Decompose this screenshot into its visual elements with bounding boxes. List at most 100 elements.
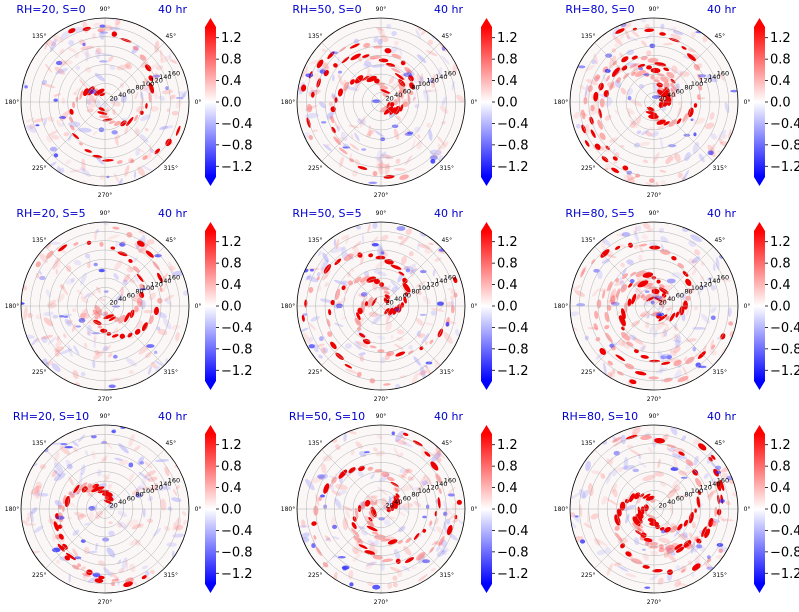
angular-gridline [653,246,714,307]
angular-gridline [321,42,382,103]
panel-2: 0°45°90°135°180°225°270°315°20 40 60 801001… [281,3,529,199]
colorbar-extend-min [205,584,216,593]
radial-tick-label: 20 [109,501,117,509]
colorbar-tick-label: 0.4 [221,481,242,496]
field-texture [297,430,465,590]
angle-tick-label: 135° [32,237,46,244]
colorbar-tick-label: 0.4 [770,74,791,89]
radial-tick-label: 140 [708,480,720,488]
radial-tick-label: 20 [658,501,666,509]
colorbar-extend-max [481,18,492,27]
radial-tick-label: 80 [411,491,419,499]
colorbar-tick-label: −0.8 [497,138,529,153]
colorbar-extend-min [754,381,765,390]
radial-tick-label: 80 [684,84,692,92]
colorbar-tick-label: −1.2 [497,160,529,175]
angular-gridline [594,508,655,569]
angular-gridline [653,42,714,103]
polar-frame [296,424,466,594]
colorbar-extend-max [205,222,216,231]
colorbar-tick-label: 1.2 [497,235,518,250]
colorbar-tick-label: 0.4 [221,278,242,293]
panel-title-right: 40 hr [707,3,736,16]
colorbar-tick-label: 0.0 [221,300,242,315]
colorbar-tick-label: −1.2 [497,364,529,379]
radial-tick-label: 160 [444,476,456,484]
angular-gridline [45,305,106,366]
radial-tick-label: 160 [444,69,456,77]
radial-tick-label: 60 [127,87,135,95]
angle-tick-label: 315° [440,369,454,376]
angle-tick-label: 135° [32,33,46,40]
radial-tick-label: 40 [394,91,402,99]
panel-9: 0°45°90°135°180°225°270°315°20 40 60 801001… [554,410,799,606]
angle-tick-label: 90° [100,210,111,217]
colorbar-tick-label: 0.8 [221,257,242,272]
panel-title-left: RH=80, S=5 [565,207,634,220]
colorbar-extend-min [754,177,765,186]
radial-tick-label: 80 [135,288,143,296]
angle-tick-label: 90° [649,413,660,420]
angular-gridline [104,42,165,103]
colorbar-tick-label: 1.2 [221,31,242,46]
panel-title-left: RH=20, S=10 [13,410,89,423]
angle-tick-label: 45° [441,33,452,40]
radial-tick-label: 60 [676,494,684,502]
colorbar-tick-label: 0.4 [770,278,791,293]
polar-frame [569,424,739,594]
colorbar-tick-label: 0.8 [770,53,791,68]
colorbar: 1.2 0.8 0.4 0.0 −0.4 −0.8 −1.2 [205,18,253,186]
radial-tick-label: 160 [168,273,180,281]
angle-tick-label: 225° [581,572,595,579]
angle-tick-label: 0° [195,506,202,513]
angle-tick-label: 0° [471,99,478,106]
angle-tick-label: 180° [5,303,19,310]
colorbar-tick-label: 0.8 [497,257,518,272]
colorbar-tick-label: −1.2 [221,364,253,379]
angle-tick-label: 315° [164,369,178,376]
colorbar-tick-label: −0.8 [497,342,529,357]
colorbar-tick-label: 0.0 [770,300,791,315]
colorbar-extend-max [205,425,216,434]
angular-gridline [45,42,106,103]
angle-tick-label: 90° [376,6,387,13]
angle-tick-label: 315° [713,369,727,376]
radial-tick-label: 40 [394,295,402,303]
colorbar-tick-label: −0.4 [770,524,799,539]
angle-tick-label: 270° [647,396,661,403]
colorbar-tick-label: −1.2 [497,567,529,582]
radial-tick-label: 100 [418,284,430,292]
angular-gridline [380,305,441,366]
angle-tick-label: 90° [100,413,111,420]
radial-tick-label: 160 [168,69,180,77]
radial-tick-label: 120 [151,484,163,492]
radial-tick-label: 140 [159,277,171,285]
panel-title-left: RH=20, S=5 [16,207,85,220]
angle-tick-label: 0° [471,303,478,310]
colorbar-tick-label: 1.2 [497,438,518,453]
angle-tick-label: 135° [581,440,595,447]
polar-frame [20,17,190,187]
colorbar-tick-label: 0.8 [497,460,518,475]
panel-title-left: RH=50, S=5 [292,207,361,220]
panel-7: 0°45°90°135°180°225°270°315°20 40 60 801001… [5,410,253,606]
radial-tick-label: 20 [109,298,117,306]
angle-tick-label: 180° [554,506,568,513]
radial-tick-label: 160 [717,273,729,281]
angular-gridline [104,246,165,307]
colorbar-extend-min [481,177,492,186]
polar-frame [569,17,739,187]
polar-frame [569,221,739,391]
field-texture [573,18,738,186]
angle-tick-label: 270° [647,192,661,199]
angle-tick-label: 180° [281,99,295,106]
radial-tick-label: 80 [135,84,143,92]
radial-tick-label: 60 [127,494,135,502]
colorbar-tick-label: 1.2 [221,235,242,250]
colorbar-tick-label: −1.2 [770,364,799,379]
colorbar-tick-label: −0.4 [221,117,253,132]
colorbar-extend-max [205,18,216,27]
panel-title-right: 40 hr [434,410,463,423]
radial-tick-label: 80 [135,491,143,499]
colorbar-tick-label: 0.0 [497,96,518,111]
